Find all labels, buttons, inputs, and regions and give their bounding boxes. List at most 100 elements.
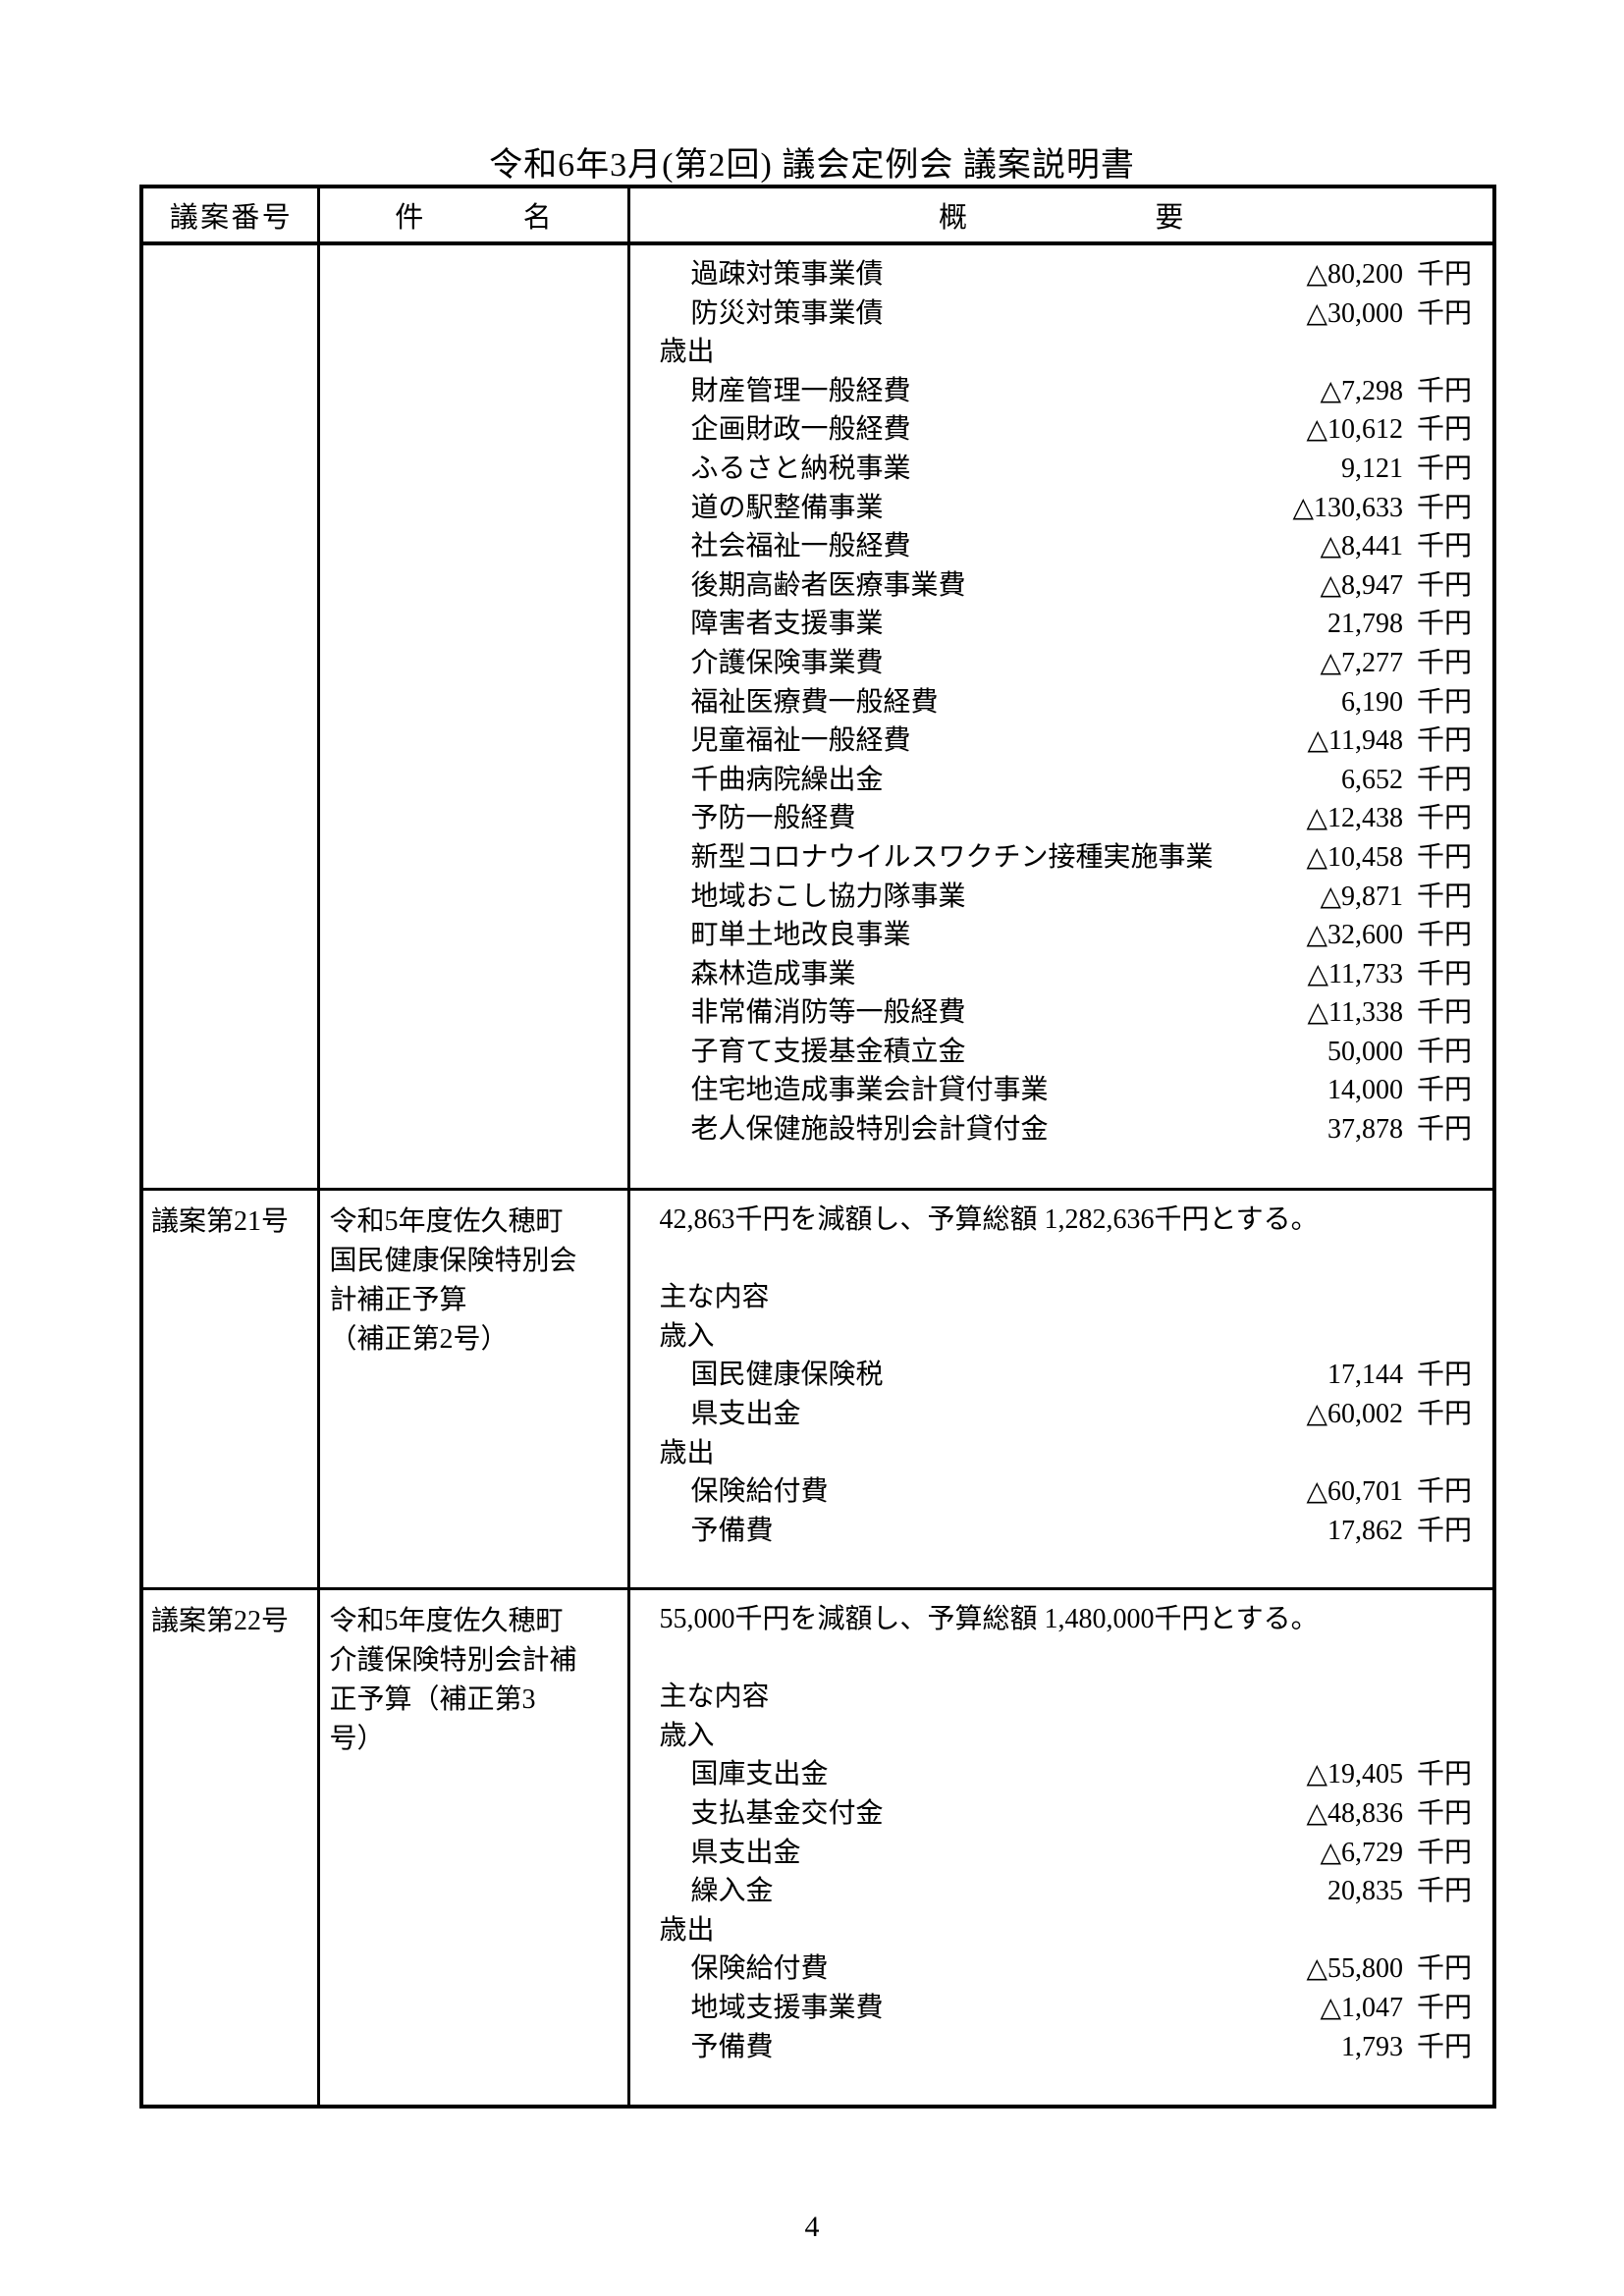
item-amount: △12,438 千円: [1306, 799, 1472, 838]
summary-item-line: 県支出金 △6,729 千円: [658, 1834, 1473, 1873]
amount-value: △9,871: [1320, 881, 1403, 912]
amount-value: △11,338: [1307, 997, 1403, 1029]
summary-item-line: 非常備消防等一般経費 △11,338 千円: [658, 993, 1473, 1033]
item-amount: △55,800 千円: [1306, 1949, 1472, 1989]
amount-unit: 千円: [1416, 1398, 1472, 1429]
amount-unit: 千円: [1416, 297, 1472, 329]
summary-section-line: 歳入: [659, 1720, 715, 1751]
summary-item-line: 介護保険事業費 △7,277 千円: [658, 644, 1473, 683]
amount-value: △130,633: [1292, 492, 1403, 523]
amount-value: △7,298: [1320, 375, 1403, 406]
amount-value: 37,878: [1326, 1114, 1403, 1146]
item-label: 福祉医療費一般経費: [690, 686, 939, 718]
summary-blank-line: [658, 1240, 1473, 1279]
amount-value: △10,612: [1306, 414, 1403, 446]
amount-unit: 千円: [1416, 920, 1472, 951]
item-amount: △1,047 千円: [1320, 1989, 1472, 2028]
summary-item-line: 町単土地改良事業 △32,600 千円: [658, 916, 1473, 955]
item-amount: 50,000 千円: [1327, 1033, 1472, 1072]
summary-item-line: 児童福祉一般経費 △11,948 千円: [658, 721, 1473, 761]
item-label: 社会福祉一般経費: [690, 531, 911, 562]
item-amount: 17,862 千円: [1327, 1512, 1472, 1551]
amount-unit: 千円: [1416, 1114, 1472, 1146]
summary-section-line: 歳出: [659, 337, 715, 368]
bill-number: 議案第21号: [151, 1206, 290, 1237]
item-amount: 14,000 千円: [1327, 1071, 1472, 1110]
summary-item-line: 保険給付費 △55,800 千円: [658, 1949, 1473, 1989]
amount-unit: 千円: [1416, 1797, 1472, 1829]
amount-unit: 千円: [1416, 609, 1472, 640]
amount-value: 17,862: [1326, 1515, 1403, 1546]
amount-value: △10,458: [1306, 841, 1403, 873]
amount-unit: 千円: [1416, 492, 1472, 523]
col-header-subject: 件名: [316, 185, 630, 245]
summary-cell: 42,863千円を減額し、予算総額 1,282,636千円とする。 主な内容 歳入国…: [626, 1188, 1496, 1590]
summary-item-line: 繰入金 20,835 千円: [658, 1872, 1473, 1911]
summary-item-line: ふるさと納税事業 9,121 千円: [658, 450, 1473, 489]
item-amount: △80,200 千円: [1306, 255, 1472, 294]
amount-unit: 千円: [1416, 764, 1472, 795]
item-amount: 17,144 千円: [1327, 1356, 1472, 1395]
bill-number: 議案第22号: [151, 1606, 290, 1636]
subject-line: 令和5年度佐久穂町: [329, 1606, 564, 1636]
item-label: 繰入金: [690, 1876, 774, 1907]
amount-value: 14,000: [1326, 1075, 1403, 1106]
amount-value: 17,144: [1326, 1360, 1403, 1391]
subject-line: 介護保険特別会計補: [329, 1645, 577, 1676]
summary-item-line: 予備費 1,793 千円: [658, 2028, 1473, 2067]
summary-item-line: 障害者支援事業 21,798 千円: [658, 605, 1473, 644]
summary-item-line: 予備費 17,862 千円: [658, 1512, 1473, 1551]
col-header-bill-number: 議案番号: [139, 185, 320, 245]
page-number: 4: [804, 2211, 820, 2243]
item-amount: △7,298 千円: [1320, 372, 1472, 411]
subject-line: 令和5年度佐久穂町: [329, 1206, 564, 1237]
summary-item-line: 千曲病院繰出金 6,652 千円: [658, 761, 1473, 800]
item-label: 県支出金: [690, 1837, 801, 1868]
amount-unit: 千円: [1416, 531, 1472, 562]
amount-unit: 千円: [1416, 725, 1472, 757]
document-title: 令和6年3月(第2回) 議会定例会 議案説明書: [489, 147, 1135, 184]
amount-unit: 千円: [1416, 2031, 1472, 2062]
amount-value: 1,793: [1340, 2031, 1403, 2062]
item-label: 非常備消防等一般経費: [690, 997, 966, 1029]
amount-unit: 千円: [1416, 1036, 1472, 1067]
subject-cell: 令和5年度佐久穂町 介護保険特別会計補 正予算（補正第3 号）: [316, 1587, 630, 2109]
item-amount: △11,948 千円: [1307, 721, 1472, 761]
subject-line: 号）: [329, 1724, 385, 1754]
amount-value: △19,405: [1306, 1759, 1403, 1790]
summary-item-line: 県支出金 △60,002 千円: [658, 1395, 1473, 1434]
amount-unit: 千円: [1416, 569, 1472, 601]
amount-value: △8,441: [1320, 531, 1403, 562]
amount-unit: 千円: [1416, 1992, 1472, 2023]
amount-value: △11,733: [1307, 958, 1403, 989]
item-label: 予備費: [690, 1515, 774, 1546]
item-label: 保険給付費: [690, 1953, 829, 1985]
summary-sentence-line: 55,000千円を減額し、予算総額 1,480,000千円とする。: [659, 1604, 1319, 1634]
amount-value: △60,002: [1306, 1398, 1403, 1429]
amount-unit: 千円: [1416, 375, 1472, 406]
item-amount: 37,878 千円: [1327, 1110, 1472, 1149]
amount-unit: 千円: [1416, 1953, 1472, 1985]
amount-unit: 千円: [1416, 1876, 1472, 1907]
bills-table-header: 議案番号 件名 概要: [139, 185, 1496, 245]
item-label: 企画財政一般経費: [690, 414, 911, 446]
amount-value: △7,277: [1320, 647, 1403, 678]
summary-item-line: 防災対策事業債 △30,000 千円: [658, 294, 1473, 334]
bill-number-cell: 議案第21号: [139, 1188, 320, 1590]
amount-unit: 千円: [1416, 453, 1472, 484]
item-amount: 9,121 千円: [1341, 450, 1472, 489]
summary-item-line: 支払基金交付金 △48,836 千円: [658, 1794, 1473, 1834]
item-amount: △9,871 千円: [1320, 878, 1472, 917]
summary-item-line: 新型コロナウイルスワクチン接種実施事業 △10,458 千円: [658, 838, 1473, 878]
amount-value: △12,438: [1306, 803, 1403, 834]
item-label: 住宅地造成事業会計貸付事業: [690, 1075, 1049, 1106]
summary-item-line: 地域おこし協力隊事業 △9,871 千円: [658, 878, 1473, 917]
summary-item-line: 国民健康保険税 17,144 千円: [658, 1356, 1473, 1395]
amount-unit: 千円: [1416, 647, 1472, 678]
item-label: 予備費: [690, 2031, 774, 2062]
summary-item-line: 道の駅整備事業 △130,633 千円: [658, 489, 1473, 528]
amount-value: △11,948: [1307, 725, 1403, 757]
summary-section-line: 歳出: [659, 1437, 715, 1468]
item-amount: △30,000 千円: [1306, 294, 1472, 334]
